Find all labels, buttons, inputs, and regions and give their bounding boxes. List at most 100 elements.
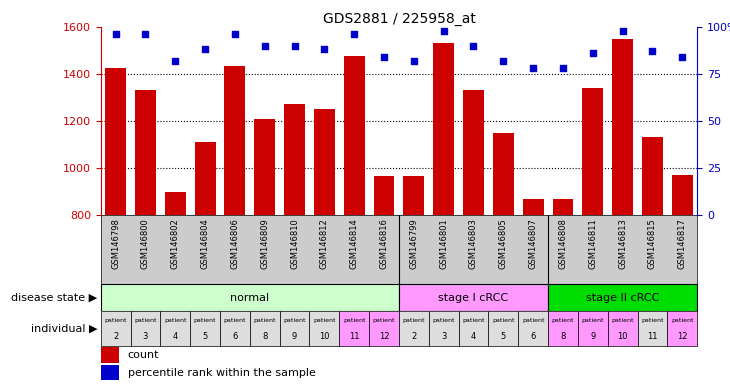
Bar [578,311,607,346]
Bar [458,311,488,346]
Bar [339,311,369,346]
Text: patient: patient [611,318,634,323]
Text: GSM146801: GSM146801 [439,218,448,269]
Text: GSM146815: GSM146815 [648,218,657,269]
Text: 4: 4 [471,333,476,341]
Point [289,43,301,49]
Point [110,31,121,38]
Bar [518,311,548,346]
Bar [250,311,280,346]
Point [438,28,450,34]
Text: patient: patient [313,318,336,323]
Text: patient: patient [283,318,306,323]
Text: stage I cRCC: stage I cRCC [439,293,509,303]
Text: GSM146802: GSM146802 [171,218,180,269]
Bar [220,311,250,346]
Point [527,65,539,71]
Bar [131,311,161,346]
Text: GSM146803: GSM146803 [469,218,478,269]
Text: 6: 6 [232,333,238,341]
Bar [404,175,424,215]
Text: 6: 6 [531,333,536,341]
Bar [161,311,191,346]
Text: GSM146798: GSM146798 [111,218,120,269]
Text: GSM146808: GSM146808 [558,218,567,269]
Bar [101,365,119,380]
Text: 3: 3 [441,333,446,341]
Bar [433,43,454,215]
Text: 2: 2 [411,333,417,341]
Point [378,54,390,60]
Bar [672,175,693,215]
Text: patient: patient [194,318,216,323]
Bar [399,284,548,311]
Point [259,43,271,49]
Bar [101,311,131,346]
Bar [191,311,220,346]
Text: GSM146817: GSM146817 [677,218,687,269]
Bar [583,88,603,215]
Point [318,46,330,53]
Bar [607,311,637,346]
Text: GSM146806: GSM146806 [231,218,239,269]
Point [587,50,599,56]
Bar [548,311,578,346]
Point [169,58,181,64]
Bar [429,311,458,346]
Point [199,46,211,53]
Bar [101,347,119,363]
Text: patient: patient [134,318,157,323]
Text: patient: patient [582,318,604,323]
Text: patient: patient [343,318,366,323]
Bar [463,90,484,215]
Bar [310,311,339,346]
Text: patient: patient [373,318,395,323]
Text: individual ▶: individual ▶ [31,323,97,333]
Point [497,58,509,64]
Text: stage II cRCC: stage II cRCC [586,293,659,303]
Bar [488,311,518,346]
Bar [101,284,399,311]
Text: patient: patient [641,318,664,323]
Text: 10: 10 [319,333,330,341]
Point [468,43,480,49]
Bar [399,311,429,346]
Text: patient: patient [403,318,425,323]
Bar [135,90,156,215]
Text: patient: patient [522,318,545,323]
Text: GSM146812: GSM146812 [320,218,329,269]
Text: patient: patient [104,318,127,323]
Text: patient: patient [432,318,455,323]
Bar [523,199,544,215]
Text: patient: patient [462,318,485,323]
Bar [344,56,365,215]
Text: 3: 3 [143,333,148,341]
Text: patient: patient [552,318,575,323]
Text: GSM146811: GSM146811 [588,218,597,269]
Bar [553,199,573,215]
Text: GSM146804: GSM146804 [201,218,210,269]
Text: patient: patient [223,318,246,323]
Bar [280,311,310,346]
Bar [369,311,399,346]
Text: 11: 11 [648,333,658,341]
Text: 9: 9 [292,333,297,341]
Text: 9: 9 [590,333,596,341]
Bar [667,311,697,346]
Bar [493,133,514,215]
Text: patient: patient [164,318,187,323]
Text: GSM146816: GSM146816 [380,218,388,269]
Point [617,28,629,34]
Text: GSM146799: GSM146799 [410,218,418,269]
Text: 5: 5 [202,333,208,341]
Text: 12: 12 [677,333,688,341]
Text: GSM146807: GSM146807 [529,218,537,269]
Point [677,54,688,60]
Text: 8: 8 [262,333,267,341]
Bar [637,311,667,346]
Text: patient: patient [671,318,694,323]
Text: GSM146809: GSM146809 [261,218,269,269]
Text: 12: 12 [379,333,389,341]
Bar [105,68,126,215]
Text: GSM146814: GSM146814 [350,218,358,269]
